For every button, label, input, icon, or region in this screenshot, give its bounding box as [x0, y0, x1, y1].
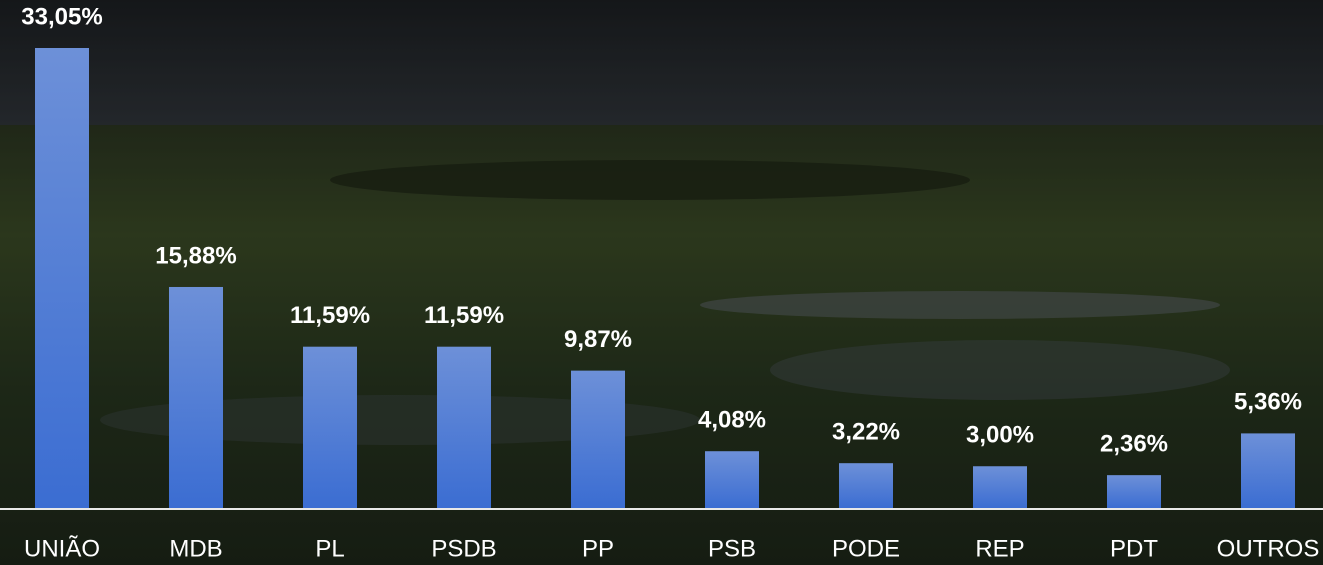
x-tick-label: PDT	[1110, 535, 1158, 562]
bar	[35, 48, 89, 508]
value-label: 11,59%	[424, 302, 504, 329]
bar	[169, 286, 223, 508]
background-trees	[330, 160, 970, 200]
value-label: 33,05%	[21, 3, 102, 30]
bar	[437, 346, 491, 508]
value-label: 3,00%	[966, 422, 1034, 449]
value-label: 5,36%	[1234, 389, 1302, 416]
bar	[303, 346, 357, 508]
value-label: 3,22%	[832, 419, 900, 446]
x-tick-label: PP	[582, 535, 614, 562]
x-tick-label: OUTROS	[1217, 535, 1320, 562]
value-label: 2,36%	[1100, 430, 1168, 457]
x-tick-label: PSDB	[431, 535, 496, 562]
bar	[571, 370, 625, 508]
bar	[1107, 475, 1161, 508]
x-tick-label: PSB	[708, 535, 756, 562]
value-label: 11,59%	[290, 302, 370, 329]
bar	[839, 463, 893, 508]
value-label: 15,88%	[155, 242, 236, 269]
bar	[973, 466, 1027, 508]
x-tick-label: REP	[975, 535, 1024, 562]
background-water	[700, 291, 1220, 319]
x-tick-label: UNIÃO	[24, 535, 100, 562]
x-tick-label: MDB	[169, 535, 222, 562]
x-tick-label: PODE	[832, 535, 900, 562]
background-water	[770, 340, 1230, 400]
x-tick-label: PL	[315, 535, 344, 562]
bar	[705, 451, 759, 508]
value-label: 9,87%	[564, 326, 632, 353]
value-label: 4,08%	[698, 407, 766, 434]
background-sky	[0, 0, 1323, 130]
bar	[1241, 433, 1295, 508]
plot: 33,05% UNIÃO 15,88% MDB 11,59% PL 11,59% PSDB 9,…	[21, 3, 1319, 562]
background-water	[100, 395, 700, 445]
